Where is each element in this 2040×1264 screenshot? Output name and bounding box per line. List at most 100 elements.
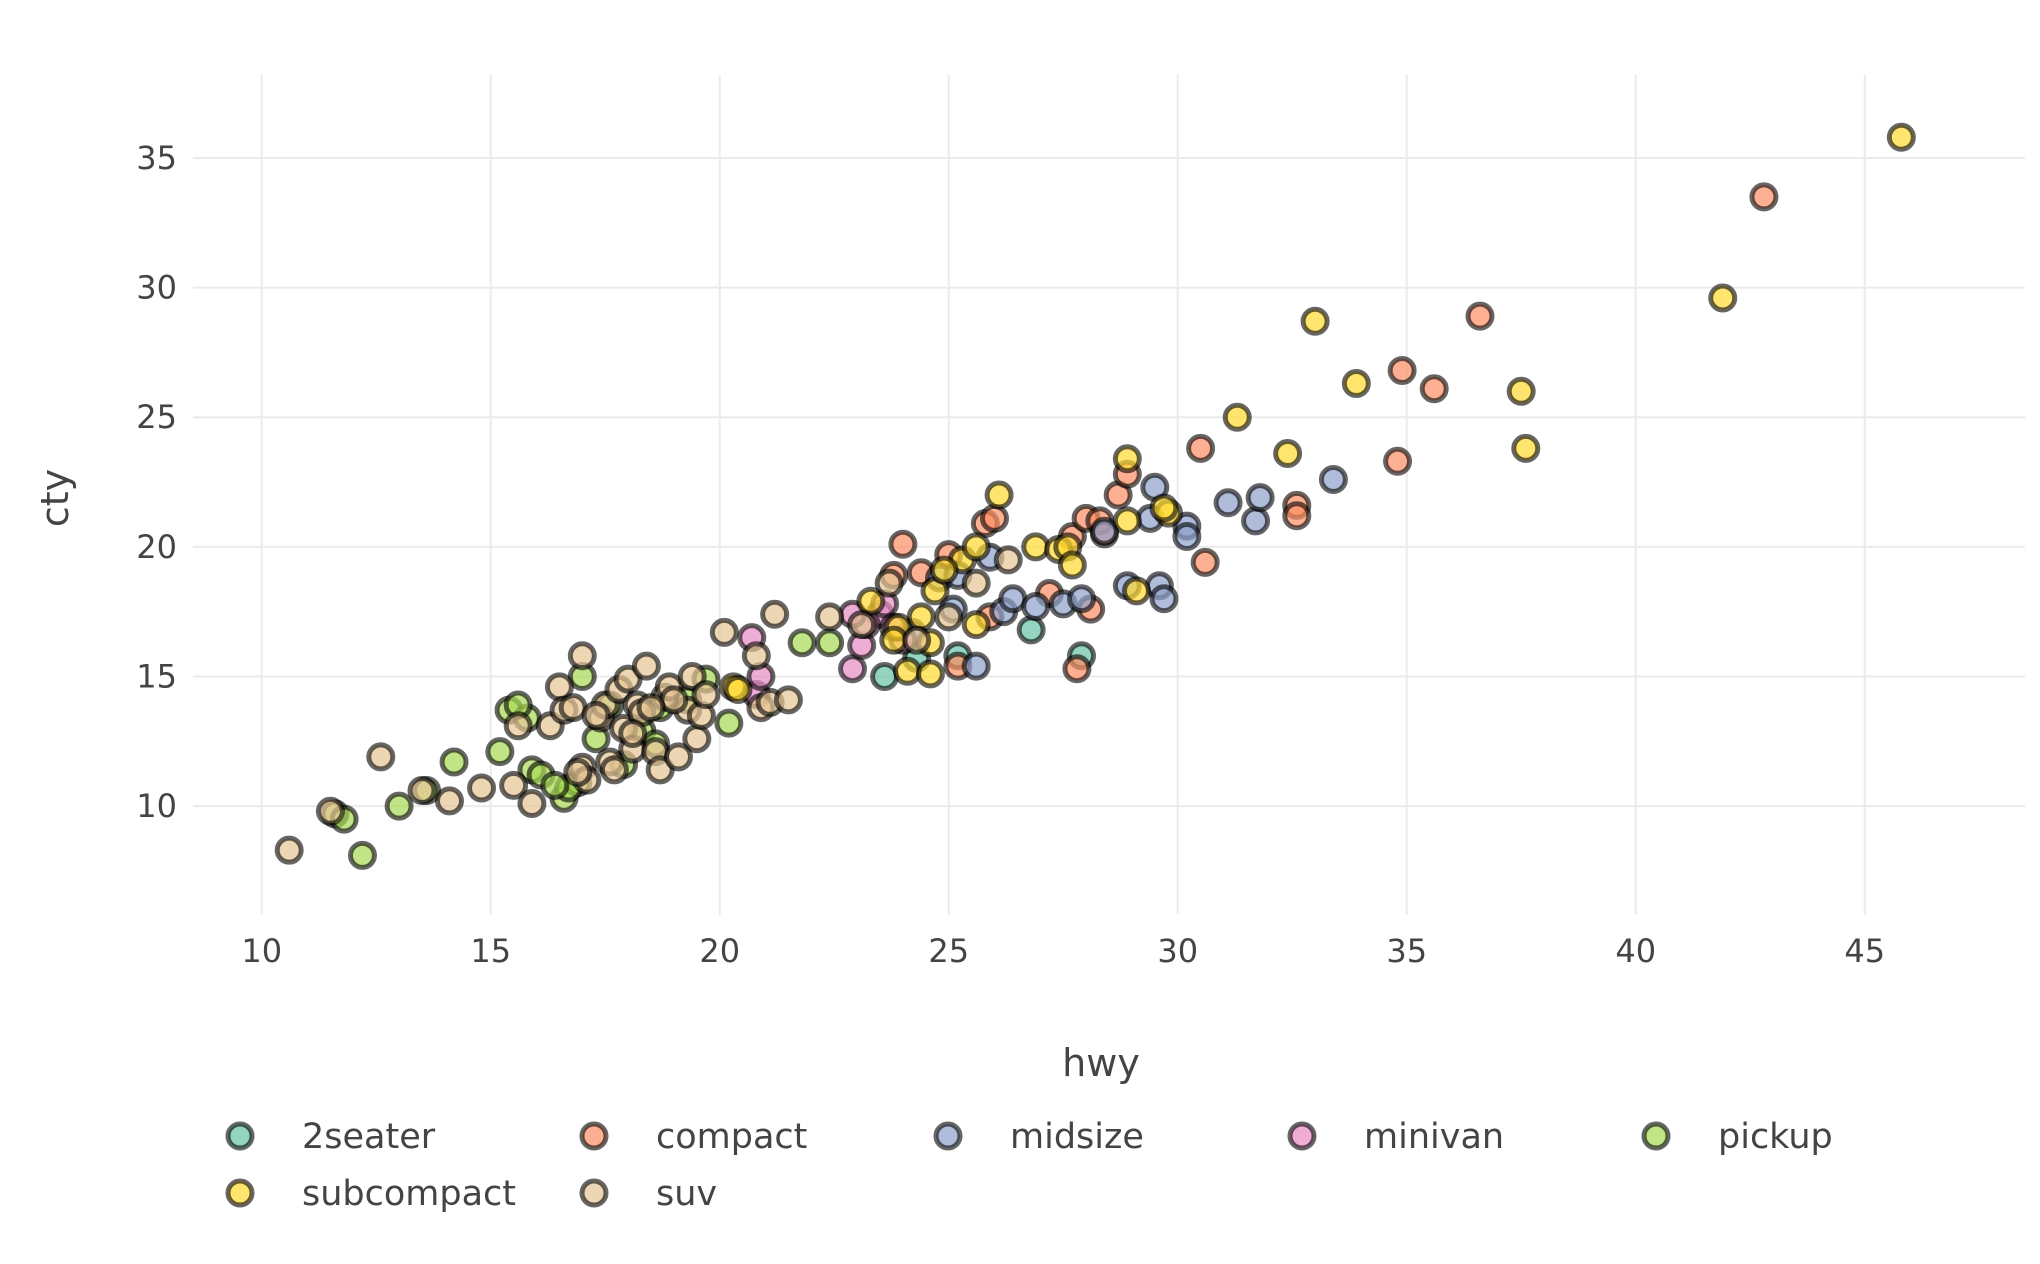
data-point [998,584,1028,614]
legend-item-midsize[interactable]: midsize [933,1117,1144,1157]
data-point [1245,483,1275,513]
x-tick-label: 35 [1386,932,1427,970]
data-point [1506,376,1536,406]
data-point [815,602,845,632]
data-point [1112,444,1142,474]
data-point [993,545,1023,575]
data-point [1121,576,1151,606]
x-tick-label: 20 [699,932,740,970]
data-point [1300,306,1330,336]
data-point [714,708,744,738]
legend-marker [1287,1121,1317,1151]
data-point [347,840,377,870]
data-point [682,724,712,754]
data-point [874,568,904,598]
data-point [1387,356,1417,386]
data-point [503,711,533,741]
legend-label: subcompact [302,1174,516,1214]
x-tick-label: 15 [470,932,511,970]
x-axis-title: hwy [1062,1041,1140,1085]
data-point [980,503,1009,533]
data-point [384,791,414,821]
data-point [1708,283,1738,313]
series-midsize [897,464,1348,681]
data-point [847,610,877,640]
legend-item-pickup[interactable]: pickup [1641,1117,1833,1157]
legend-label: pickup [1718,1117,1833,1157]
data-point [1089,516,1119,546]
data-point [1419,374,1449,404]
data-point [723,674,753,704]
tick-labels: 10 15 20 25 30 35 40 45 10 15 20 25 30 35 [136,139,1885,970]
legend: 2seater compact midsize minivan pickup subcom… [225,1117,1833,1214]
data-point [1282,501,1312,531]
data-point [1149,493,1179,523]
data-point [691,680,721,710]
data-point [467,773,497,803]
legend-item-subcompact[interactable]: subcompact [225,1174,516,1214]
data-point [1273,439,1303,469]
data-point [1749,182,1779,212]
data-point [870,661,900,691]
legend-marker [225,1121,255,1151]
data-point [366,742,396,772]
data-point [581,700,611,730]
data-point [659,685,689,715]
legend-item-compact[interactable]: compact [579,1117,807,1157]
y-tick-label: 25 [136,398,177,436]
data-point [1511,433,1541,463]
data-point [599,755,629,785]
data-point [1886,122,1916,152]
legend-item-suv[interactable]: suv [579,1174,717,1214]
y-tick-label: 20 [136,528,177,566]
data-point [902,625,932,655]
data-point [934,602,964,632]
legend-item-minivan[interactable]: minivan [1287,1117,1504,1157]
data-point [961,651,991,681]
data-point [787,628,817,658]
legend-label: minivan [1364,1117,1504,1157]
y-tick-label: 15 [136,657,177,695]
data-point [1241,506,1271,536]
data-point [1190,547,1220,577]
legend-item-2seater[interactable]: 2seater [225,1117,436,1157]
legend-label: suv [656,1174,717,1214]
data-point [838,654,868,684]
data-point [961,532,991,562]
data-point [1186,433,1216,463]
y-tick-label: 35 [136,139,177,177]
data-point [892,656,922,686]
data-point [631,651,661,681]
legend-marker [225,1178,255,1208]
data-point [815,628,845,658]
data-point [906,602,936,632]
data-point [1383,446,1413,476]
data-point [485,737,515,767]
x-tick-label: 30 [1157,932,1198,970]
data-point [961,568,991,598]
y-axis-title: cty [33,469,77,527]
x-tick-label: 45 [1844,932,1885,970]
series-suv [274,545,1023,865]
data-point [558,693,588,723]
legend-marker [1641,1121,1671,1151]
legend-marker [579,1178,609,1208]
data-point [1318,464,1348,494]
x-tick-label: 40 [1615,932,1656,970]
data-point [407,776,437,806]
data-point [567,641,597,671]
legend-marker [579,1121,609,1151]
data-point [1465,301,1495,331]
data-point [741,641,771,671]
x-tick-label: 10 [241,932,282,970]
data-point [1016,615,1046,645]
data-point [709,617,739,647]
data-point [563,757,593,787]
data-point [439,747,469,777]
data-point [773,685,803,715]
data-point [663,742,693,772]
legend-label: compact [656,1117,807,1157]
data-point [1057,550,1087,580]
data-point [856,586,886,616]
